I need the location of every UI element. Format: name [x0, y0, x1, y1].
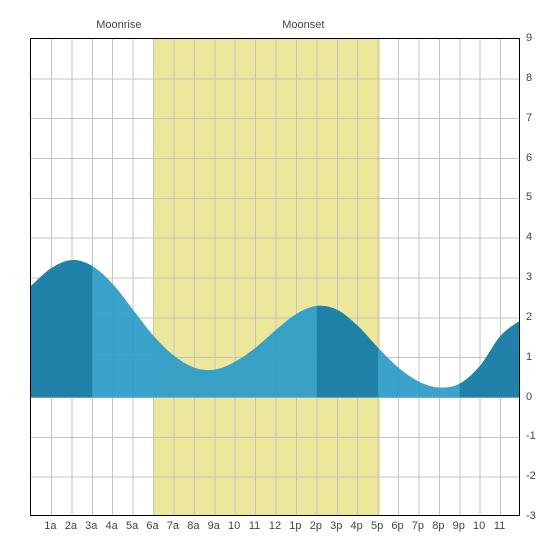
x-tick-label: 9p — [453, 520, 465, 532]
y-tick-label: 1 — [526, 351, 532, 363]
moonrise-title: Moonrise — [96, 19, 141, 31]
y-tick-label: 7 — [526, 112, 532, 124]
y-tick-label: 9 — [526, 32, 532, 44]
y-tick-label: -3 — [526, 510, 536, 522]
y-tick-label: 3 — [526, 271, 532, 283]
x-tick-label: 6a — [146, 520, 158, 532]
x-tick-label: 12 — [269, 520, 281, 532]
y-tick-label: 6 — [526, 152, 532, 164]
y-tick-label: -2 — [526, 470, 536, 482]
y-tick-label: 0 — [526, 391, 532, 403]
x-tick-label: 11 — [494, 520, 505, 532]
moonset-title: Moonset — [282, 19, 324, 31]
plot-area — [30, 38, 520, 516]
x-tick-label: 7p — [412, 520, 424, 532]
x-tick-label: 1p — [289, 520, 301, 532]
y-tick-label: 8 — [526, 72, 532, 84]
x-tick-label: 11 — [249, 520, 260, 532]
x-tick-label: 5p — [371, 520, 383, 532]
x-tick-label: 3p — [330, 520, 342, 532]
x-tick-label: 4a — [106, 520, 118, 532]
y-tick-label: -1 — [526, 430, 536, 442]
x-tick-label: 2a — [65, 520, 77, 532]
x-tick-label: 3a — [85, 520, 97, 532]
x-tick-label: 9a — [208, 520, 220, 532]
x-tick-label: 1a — [44, 520, 56, 532]
x-tick-label: 5a — [126, 520, 138, 532]
x-tick-label: 10 — [228, 520, 240, 532]
x-tick-label: 7a — [167, 520, 179, 532]
x-tick-label: 6p — [391, 520, 403, 532]
plot-svg — [31, 39, 520, 516]
x-tick-label: 8a — [187, 520, 199, 532]
y-tick-label: 2 — [526, 311, 532, 323]
y-tick-label: 4 — [526, 231, 532, 243]
x-tick-label: 2p — [310, 520, 322, 532]
x-tick-label: 8p — [432, 520, 444, 532]
y-tick-label: 5 — [526, 191, 532, 203]
x-tick-label: 4p — [351, 520, 363, 532]
tide-chart: Moonrise 03:07A Moonset 12:29P 1a2a3a4a5… — [0, 0, 550, 550]
x-tick-label: 10 — [473, 520, 485, 532]
